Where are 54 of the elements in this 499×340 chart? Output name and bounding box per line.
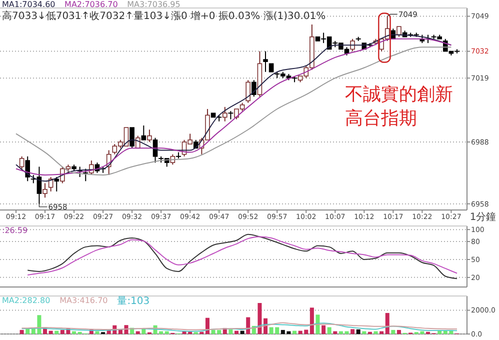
- candlestick: [396, 26, 402, 38]
- candlestick: [36, 166, 42, 204]
- annotation: 量:103: [117, 296, 150, 307]
- bar: [374, 331, 378, 334]
- candlestick: [350, 38, 355, 52]
- bar: [246, 317, 250, 334]
- bar: [48, 330, 53, 334]
- bar: [205, 318, 210, 334]
- bar: [72, 331, 76, 334]
- bar: [350, 329, 355, 334]
- bar: [26, 328, 30, 334]
- candlestick: [141, 124, 146, 140]
- bar: [164, 331, 169, 334]
- bar: [338, 331, 343, 334]
- candlestick: [263, 50, 268, 72]
- annotation: 不誠實的創新高台指期: [345, 84, 453, 129]
- candlestick: [82, 168, 89, 182]
- bar: [240, 330, 244, 334]
- bar: [95, 331, 100, 334]
- bar: [54, 330, 59, 334]
- bar: [327, 327, 332, 334]
- bar: [333, 331, 338, 334]
- candlestick: [54, 176, 60, 192]
- candlestick: [252, 80, 256, 98]
- candlestick: [246, 80, 251, 104]
- chart-subtitle: 高7033↓低7031↑收7032↑量103↓漲0 增+0 振0.03% 漲(1)30.01%: [2, 10, 326, 22]
- bar: [380, 331, 384, 334]
- bar: [344, 331, 349, 334]
- candlestick: [222, 106, 228, 122]
- candlestick: [147, 129, 152, 142]
- x-axis-title: 1分鐘: [470, 211, 496, 223]
- text: MA3:7036.95: [127, 0, 180, 9]
- bar: [310, 308, 314, 334]
- bar: [292, 330, 297, 334]
- text: MA2:7036.70: [64, 0, 118, 9]
- bar: [234, 330, 238, 334]
- bar: [136, 331, 140, 334]
- bar: [356, 329, 360, 334]
- bar: [396, 330, 401, 334]
- bar: [362, 331, 366, 334]
- bar: [228, 329, 233, 334]
- bar: [322, 325, 326, 334]
- bar: [391, 330, 396, 334]
- candlestick: [228, 110, 234, 120]
- candlestick: [130, 127, 134, 149]
- bar: [20, 330, 24, 334]
- candlestick: [42, 182, 48, 198]
- bar: [258, 303, 262, 334]
- text: MA2:282.80: [2, 296, 50, 305]
- bar: [385, 312, 390, 334]
- text: MA1:7034.60: [2, 0, 56, 9]
- chart-title: :26.59: [2, 226, 28, 235]
- candlestick: [19, 156, 24, 170]
- text: MA3:416.70: [60, 296, 108, 305]
